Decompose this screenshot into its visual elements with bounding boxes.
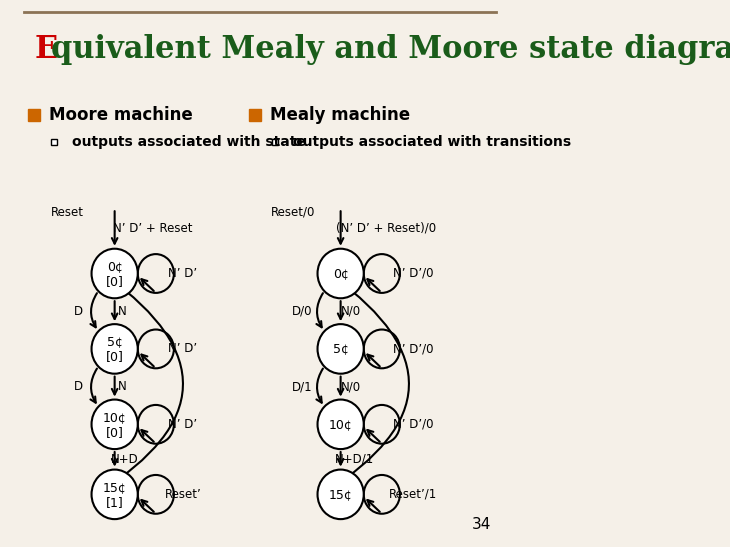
Text: 10¢: 10¢ bbox=[103, 411, 126, 424]
Text: [0]: [0] bbox=[106, 426, 123, 439]
Text: Reset’: Reset’ bbox=[164, 488, 201, 501]
Text: Reset: Reset bbox=[50, 206, 83, 219]
Text: N+D/1: N+D/1 bbox=[335, 453, 374, 466]
Text: D/0: D/0 bbox=[291, 305, 312, 318]
Circle shape bbox=[91, 469, 138, 519]
Circle shape bbox=[318, 249, 364, 298]
Text: Reset/0: Reset/0 bbox=[271, 206, 315, 219]
Text: 5¢: 5¢ bbox=[333, 342, 349, 356]
Circle shape bbox=[318, 469, 364, 519]
Text: 10¢: 10¢ bbox=[328, 418, 353, 431]
Text: 34: 34 bbox=[472, 517, 491, 532]
Text: [1]: [1] bbox=[106, 496, 123, 509]
Text: D: D bbox=[74, 380, 83, 393]
Circle shape bbox=[318, 324, 364, 374]
Text: [0]: [0] bbox=[106, 275, 123, 288]
Text: (N’ D’ + Reset)/0: (N’ D’ + Reset)/0 bbox=[336, 222, 436, 235]
Text: N’ D’: N’ D’ bbox=[169, 418, 198, 431]
Text: [0]: [0] bbox=[106, 351, 123, 364]
FancyArrowPatch shape bbox=[325, 276, 409, 493]
Circle shape bbox=[91, 399, 138, 449]
Text: N’ D’/0: N’ D’/0 bbox=[393, 418, 433, 431]
Circle shape bbox=[91, 249, 138, 298]
Text: 15¢: 15¢ bbox=[103, 481, 126, 494]
Text: N/0: N/0 bbox=[341, 305, 361, 318]
Text: 5¢: 5¢ bbox=[107, 335, 123, 348]
Text: outputs associated with state: outputs associated with state bbox=[72, 135, 306, 149]
Text: N: N bbox=[118, 380, 126, 393]
Text: N’ D’/0: N’ D’/0 bbox=[393, 267, 433, 280]
Circle shape bbox=[318, 399, 364, 449]
Text: Mealy machine: Mealy machine bbox=[270, 106, 410, 124]
Text: D: D bbox=[74, 305, 83, 318]
Circle shape bbox=[91, 324, 138, 374]
Text: 15¢: 15¢ bbox=[328, 488, 353, 501]
Text: N’ D’/0: N’ D’/0 bbox=[393, 342, 433, 356]
Text: N’ D’: N’ D’ bbox=[169, 267, 198, 280]
Text: quivalent Mealy and Moore state diagrams: quivalent Mealy and Moore state diagrams bbox=[51, 34, 730, 65]
Text: N/0: N/0 bbox=[341, 380, 361, 393]
Text: N: N bbox=[118, 305, 126, 318]
Text: N’ D’ + Reset: N’ D’ + Reset bbox=[112, 222, 192, 235]
Text: 0¢: 0¢ bbox=[333, 267, 349, 280]
Text: N’ D’: N’ D’ bbox=[169, 342, 198, 356]
Text: Reset’/1: Reset’/1 bbox=[389, 488, 437, 501]
FancyArrowPatch shape bbox=[99, 276, 183, 493]
Text: Moore machine: Moore machine bbox=[50, 106, 193, 124]
Text: N+D: N+D bbox=[111, 453, 139, 466]
Text: D/1: D/1 bbox=[291, 380, 312, 393]
Text: 0¢: 0¢ bbox=[107, 260, 123, 273]
Text: outputs associated with transitions: outputs associated with transitions bbox=[293, 135, 571, 149]
Text: E: E bbox=[34, 34, 58, 65]
